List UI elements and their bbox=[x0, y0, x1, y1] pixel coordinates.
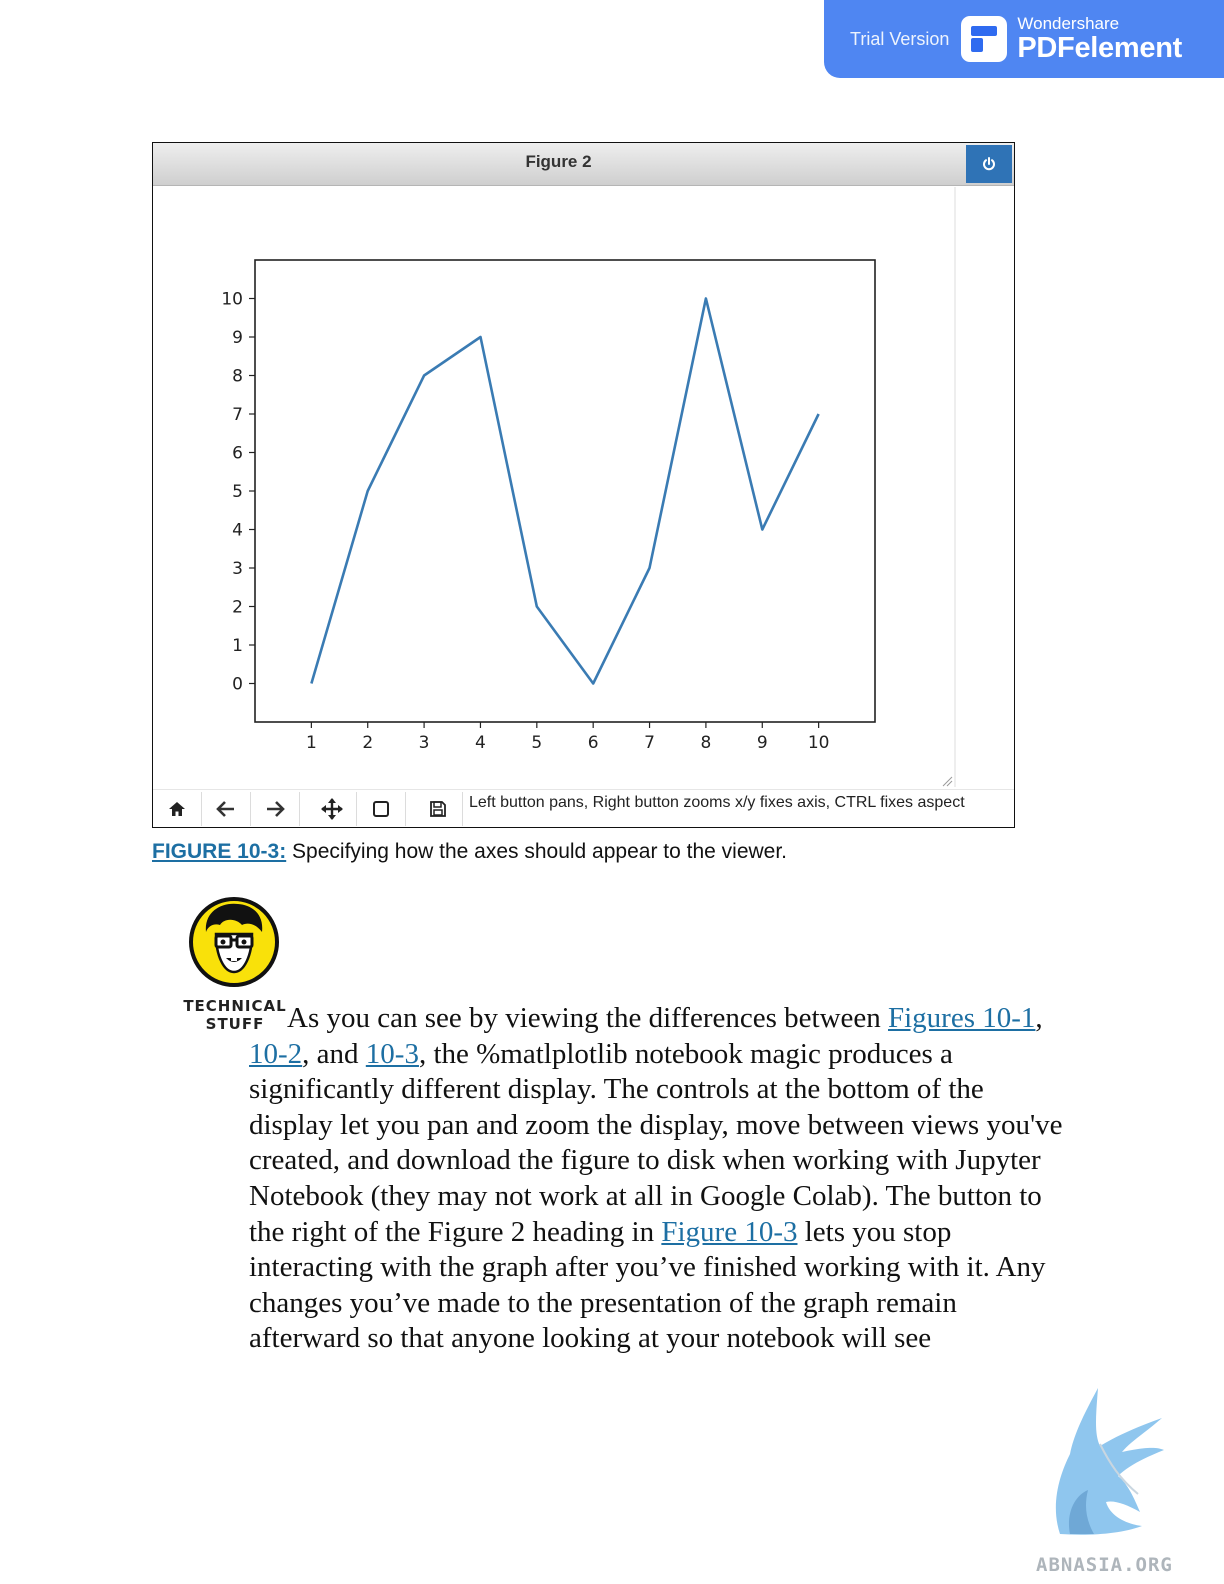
figure-caption-link[interactable]: FIGURE 10-3: bbox=[152, 840, 287, 863]
griffin-logo-icon bbox=[1055, 1388, 1164, 1535]
trial-banner[interactable]: Trial Version Wondershare PDFelement bbox=[824, 0, 1224, 78]
forward-arrow-icon bbox=[267, 801, 285, 817]
trial-version-label: Trial Version bbox=[850, 28, 950, 49]
y-tick-label: 2 bbox=[232, 598, 243, 618]
figure-caption-text: Specifying how the axes should appear to… bbox=[286, 840, 788, 863]
link-figure-10-3[interactable]: Figure 10-3 bbox=[661, 1215, 798, 1248]
y-tick-label: 6 bbox=[232, 444, 243, 464]
resize-handle-icon[interactable] bbox=[941, 775, 953, 787]
y-tick-label: 8 bbox=[232, 367, 243, 387]
stop-interaction-button[interactable] bbox=[966, 145, 1012, 183]
zoom-rect-button[interactable] bbox=[357, 792, 406, 826]
figure-titlebar: Figure 2 bbox=[153, 143, 1014, 186]
x-tick-label: 9 bbox=[757, 733, 768, 753]
back-button[interactable] bbox=[202, 792, 251, 826]
y-tick-label: 10 bbox=[221, 290, 243, 310]
body-paragraph: As you can see by viewing the difference… bbox=[249, 1001, 1069, 1357]
y-tick-label: 7 bbox=[232, 405, 243, 425]
x-tick-label: 10 bbox=[808, 733, 830, 753]
brand-big-text: PDFelement bbox=[1017, 32, 1182, 64]
y-tick-label: 3 bbox=[232, 559, 243, 579]
save-button[interactable] bbox=[414, 792, 463, 826]
para-text-3: , and bbox=[302, 1037, 366, 1070]
y-tick-label: 1 bbox=[232, 636, 243, 656]
technical-label-line1: TECHNICAL bbox=[183, 997, 287, 1015]
x-tick-label: 8 bbox=[700, 733, 711, 753]
link-figures-10-1[interactable]: Figures 10-1 bbox=[888, 1002, 1036, 1034]
technical-stuff-icon bbox=[189, 897, 279, 987]
technical-label-line2: STUFF bbox=[205, 1015, 265, 1033]
data-series-line bbox=[310, 297, 820, 685]
pdfelement-logo-icon bbox=[961, 16, 1008, 62]
forward-button[interactable] bbox=[251, 792, 300, 826]
home-icon bbox=[169, 802, 185, 816]
brand-small-text: Wondershare bbox=[1017, 14, 1120, 33]
toolbar-message: Left button pans, Right button zooms x/y… bbox=[469, 794, 965, 811]
para-text-2: , bbox=[1035, 1002, 1043, 1034]
figure-caption: FIGURE 10-3: Specifying how the axes sho… bbox=[152, 840, 787, 864]
link-10-3[interactable]: 10-3 bbox=[365, 1037, 419, 1070]
pan-button[interactable] bbox=[308, 792, 357, 826]
line-chart: 0 1 2 3 4 5 6 7 8 9 10 1 2 3 4 5 6 7 8 9 10 bbox=[221, 259, 876, 753]
x-tick-label: 5 bbox=[531, 733, 542, 753]
x-tick-label: 4 bbox=[475, 733, 486, 753]
x-tick-label: 1 bbox=[306, 733, 317, 753]
para-text-1: As you can see by viewing the difference… bbox=[287, 1002, 888, 1034]
home-button[interactable] bbox=[153, 792, 202, 826]
back-arrow-icon bbox=[216, 801, 234, 817]
x-tick-label: 3 bbox=[419, 733, 430, 753]
zoom-rect-icon bbox=[373, 801, 389, 817]
figure-window: Figure 2 0 1 2 3 4 5 6 7 8 9 10 1 2 3 4 5 6 7 8 9 10 bbox=[152, 142, 1015, 828]
para-text-4: , the %matlplotlib notebook magic produc… bbox=[249, 1037, 1063, 1248]
save-icon bbox=[430, 801, 446, 817]
x-tick-label: 7 bbox=[644, 733, 655, 753]
y-tick-label: 0 bbox=[232, 675, 243, 695]
y-tick-label: 4 bbox=[232, 521, 243, 541]
figure-title: Figure 2 bbox=[525, 152, 592, 171]
y-tick-label: 5 bbox=[232, 482, 243, 502]
link-10-2[interactable]: 10-2 bbox=[249, 1037, 303, 1070]
figure-canvas[interactable]: 0 1 2 3 4 5 6 7 8 9 10 1 2 3 4 5 6 7 8 9 10 bbox=[153, 185, 1014, 785]
watermark-text: ABNASIA.ORG bbox=[1036, 1554, 1173, 1576]
x-tick-label: 2 bbox=[362, 733, 373, 753]
para-text-5: lets you stop interacting with the graph… bbox=[249, 1215, 1046, 1355]
canvas-edge bbox=[954, 187, 956, 787]
y-tick-label: 9 bbox=[232, 328, 243, 348]
technical-stuff-label: TECHNICAL STUFF bbox=[180, 997, 290, 1033]
power-icon bbox=[983, 157, 995, 171]
pan-icon bbox=[321, 798, 343, 820]
x-tick-label: 6 bbox=[588, 733, 599, 753]
figure-toolbar: Left button pans, Right button zooms x/y… bbox=[153, 789, 1014, 827]
pdfelement-brand: Wondershare PDFelement bbox=[1017, 15, 1182, 63]
